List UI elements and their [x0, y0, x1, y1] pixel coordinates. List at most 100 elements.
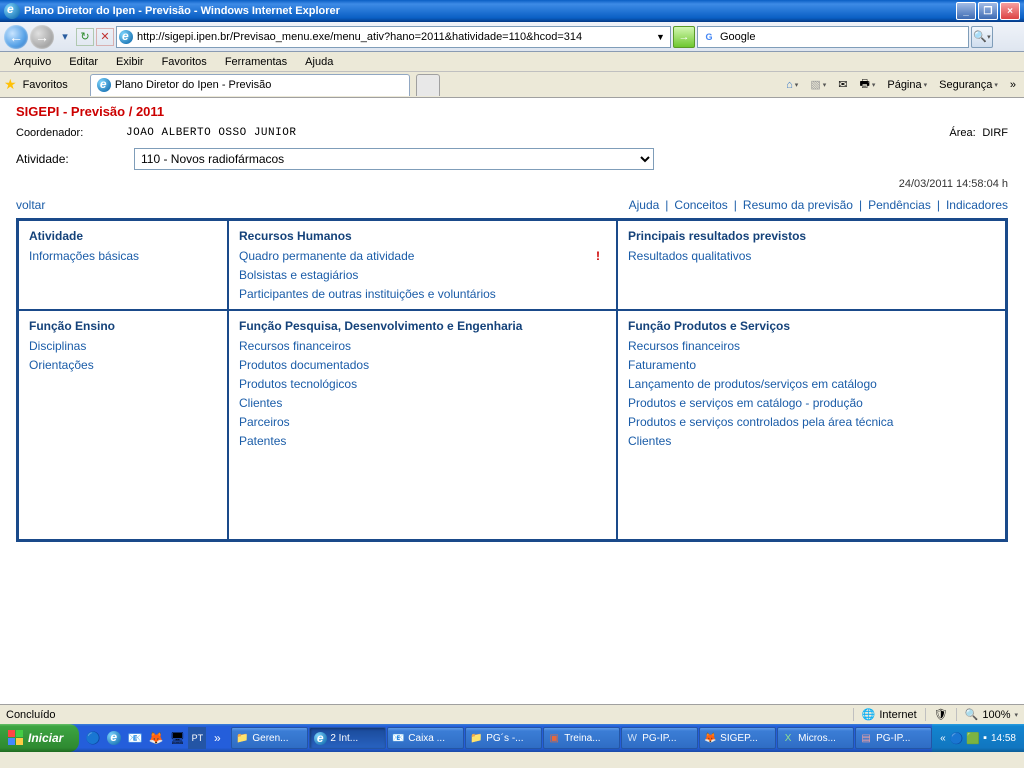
cell-title: Atividade: [29, 229, 217, 243]
search-input[interactable]: [720, 31, 964, 43]
close-button[interactable]: ×: [1000, 2, 1020, 20]
start-button[interactable]: Iniciar: [0, 724, 79, 752]
new-tab-button[interactable]: [416, 74, 440, 96]
task-item[interactable]: 📁Geren...: [231, 727, 308, 749]
menu-ferramentas[interactable]: Ferramentas: [217, 54, 295, 70]
link-produtos-catalogo[interactable]: Produtos e serviços em catálogo - produç…: [628, 396, 995, 410]
windows-logo-icon: [8, 730, 24, 746]
minimize-button[interactable]: _: [956, 2, 976, 20]
go-button[interactable]: →: [673, 26, 695, 48]
pdf-icon: ▤: [859, 731, 873, 745]
security-menu-button[interactable]: Segurança ▾: [935, 77, 1002, 93]
home-button[interactable]: ⌂ ▾: [782, 77, 802, 93]
link-clientes-pesq[interactable]: Clientes: [239, 396, 606, 410]
task-item[interactable]: WPG-IP...: [621, 727, 698, 749]
clock[interactable]: 14:58: [991, 733, 1016, 744]
link-voltar[interactable]: voltar: [16, 198, 45, 212]
link-recursos-financeiros-prod[interactable]: Recursos financeiros: [628, 339, 995, 353]
globe-icon: 🌐: [862, 708, 876, 721]
cell-funcao-produtos: Função Produtos e Serviços Recursos fina…: [617, 310, 1006, 540]
coordenador-label: Coordenador:: [16, 127, 126, 140]
task-item[interactable]: ▤PG-IP...: [855, 727, 932, 749]
ql-outlook-icon[interactable]: 📧: [125, 727, 145, 749]
link-recursos-financeiros-pesq[interactable]: Recursos financeiros: [239, 339, 606, 353]
mail-button[interactable]: ✉: [834, 76, 851, 93]
favorites-star-icon[interactable]: ★: [4, 76, 17, 93]
zoom-level[interactable]: 🔍 100% ▾: [956, 708, 1018, 721]
cell-title: Função Pesquisa, Desenvolvimento e Engen…: [239, 319, 606, 333]
menu-editar[interactable]: Editar: [61, 54, 106, 70]
page-content: SIGEPI - Previsão / 2011 Coordenador: JO…: [0, 98, 1024, 704]
task-item[interactable]: XMicros...: [777, 727, 854, 749]
tray-icon[interactable]: ▪: [983, 732, 987, 745]
cell-title: Função Produtos e Serviços: [628, 319, 995, 333]
link-faturamento[interactable]: Faturamento: [628, 358, 995, 372]
link-orientacoes[interactable]: Orientações: [29, 358, 217, 372]
link-clientes-prod[interactable]: Clientes: [628, 434, 995, 448]
browser-tab[interactable]: Plano Diretor do Ipen - Previsão: [90, 74, 410, 96]
link-patentes[interactable]: Patentes: [239, 434, 606, 448]
task-item[interactable]: 📁PG´s -...: [465, 727, 542, 749]
alert-icon: !: [596, 249, 600, 263]
ql-firefox-icon[interactable]: 🦊: [146, 727, 166, 749]
link-parceiros[interactable]: Parceiros: [239, 415, 606, 429]
rss-icon: ▧: [810, 78, 820, 91]
ql-ie-icon[interactable]: [104, 727, 124, 749]
ql-overflow[interactable]: »: [207, 727, 227, 749]
link-disciplinas[interactable]: Disciplinas: [29, 339, 217, 353]
toolbar-overflow[interactable]: »: [1006, 77, 1020, 93]
tray-icons: 🔵 🟩 ▪: [950, 732, 987, 745]
menu-arquivo[interactable]: Arquivo: [6, 54, 59, 70]
recent-pages-dropdown[interactable]: ▾: [56, 28, 74, 46]
link-bolsistas[interactable]: Bolsistas e estagiários: [239, 268, 606, 282]
print-button[interactable]: 🖶 ▾: [855, 73, 879, 96]
link-indicadores[interactable]: Indicadores: [946, 198, 1008, 212]
ie-icon: [4, 3, 20, 19]
ql-chrome-icon[interactable]: 🔵: [83, 727, 103, 749]
system-tray[interactable]: « 🔵 🟩 ▪ 14:58: [932, 724, 1024, 752]
task-item[interactable]: ▣Treina...: [543, 727, 620, 749]
link-produtos-tecnologicos[interactable]: Produtos tecnológicos: [239, 377, 606, 391]
back-button[interactable]: ←: [4, 25, 28, 49]
stop-button[interactable]: ✕: [96, 28, 114, 46]
url-input[interactable]: [137, 31, 649, 43]
ql-desktop-icon[interactable]: 🖥: [167, 727, 187, 749]
link-resumo[interactable]: Resumo da previsão: [743, 198, 853, 212]
link-ajuda[interactable]: Ajuda: [629, 198, 660, 212]
menu-exibir[interactable]: Exibir: [108, 54, 152, 70]
link-informacoes-basicas[interactable]: Informações básicas: [29, 249, 217, 263]
forward-button[interactable]: →: [30, 25, 54, 49]
link-participantes[interactable]: Participantes de outras instituições e v…: [239, 287, 606, 301]
task-item[interactable]: 📧Caixa ...: [387, 727, 464, 749]
rss-button[interactable]: ▧ ▾: [806, 76, 830, 93]
link-produtos-documentados[interactable]: Produtos documentados: [239, 358, 606, 372]
taskbar-tasks: 📁Geren... 2 Int... 📧Caixa ... 📁PG´s -...…: [231, 727, 932, 749]
task-item[interactable]: 2 Int...: [309, 727, 386, 749]
link-lancamento[interactable]: Lançamento de produtos/serviços em catál…: [628, 377, 995, 391]
favorites-label[interactable]: Favoritos: [23, 79, 68, 91]
link-pendencias[interactable]: Pendências: [868, 198, 931, 212]
search-button[interactable]: 🔍▾: [971, 26, 993, 48]
restore-button[interactable]: ❐: [978, 2, 998, 20]
link-quadro-permanente[interactable]: Quadro permanente da atividade: [239, 249, 414, 263]
security-zone[interactable]: 🌐 Internet: [853, 708, 917, 721]
ql-lang-indicator[interactable]: PT: [188, 727, 206, 749]
link-produtos-controlados[interactable]: Produtos e serviços controlados pela áre…: [628, 415, 995, 429]
refresh-button[interactable]: ↻: [76, 28, 94, 46]
tray-expand-icon[interactable]: «: [940, 733, 946, 744]
url-history-dropdown[interactable]: ▼: [653, 32, 668, 42]
tray-icon[interactable]: 🔵: [950, 732, 964, 745]
menu-favoritos[interactable]: Favoritos: [154, 54, 215, 70]
atividade-select[interactable]: 110 - Novos radiofármacos: [134, 148, 654, 170]
page-menu-button[interactable]: Página ▾: [883, 77, 931, 93]
protected-mode[interactable]: 🛡: [925, 708, 948, 721]
search-box[interactable]: G: [697, 26, 969, 48]
address-bar[interactable]: ▼: [116, 26, 671, 48]
tray-icon[interactable]: 🟩: [966, 732, 980, 745]
link-resultados-qualitativos[interactable]: Resultados qualitativos: [628, 249, 995, 263]
menu-ajuda[interactable]: Ajuda: [297, 54, 341, 70]
favorites-bar: ★ Favoritos Plano Diretor do Ipen - Prev…: [0, 72, 1024, 98]
link-conceitos[interactable]: Conceitos: [674, 198, 727, 212]
outlook-icon: 📧: [391, 731, 405, 745]
task-item[interactable]: 🦊SIGEP...: [699, 727, 776, 749]
